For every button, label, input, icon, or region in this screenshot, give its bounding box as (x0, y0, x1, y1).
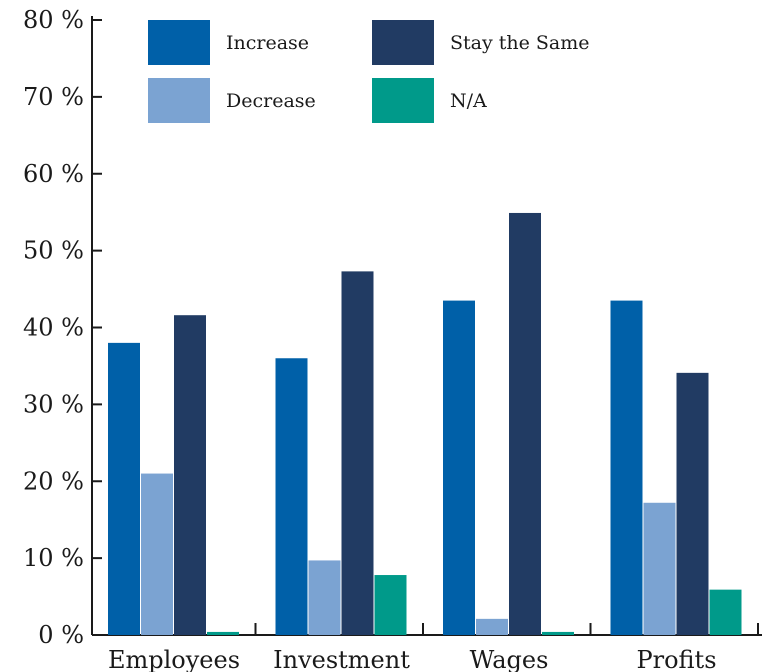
legend-swatch-decrease (148, 78, 210, 123)
y-tick-label: 60 % (23, 160, 84, 188)
bar-increase-employees (108, 342, 140, 635)
y-tick-label: 30 % (23, 390, 84, 418)
x-tick-label: Wages (470, 646, 549, 672)
bar-n-a-profits (709, 589, 742, 635)
bars (108, 212, 742, 636)
x-tick-label: Investment (273, 646, 410, 672)
y-axis: 0 % 10 % 20 % 30 % 40 % 50 % 60 % 70 % 80 % (23, 6, 102, 649)
legend-label-decrease: Decrease (226, 90, 316, 112)
y-tick-label: 20 % (23, 467, 84, 495)
x-tick-label: Profits (636, 646, 716, 672)
legend-swatch-n-a (372, 78, 434, 123)
bar-n-a-investment (374, 575, 407, 635)
bar-increase-profits (610, 300, 643, 635)
y-tick-label: 70 % (23, 83, 84, 111)
y-tick-label: 10 % (23, 544, 84, 572)
legend-label-stay-the-same: Stay the Same (450, 32, 590, 54)
bar-n-a-wages (542, 631, 574, 635)
bar-decrease-wages (476, 618, 508, 635)
x-tick-label: Employees (108, 646, 240, 672)
legend-label-increase: Increase (226, 32, 309, 54)
bar-decrease-investment (308, 560, 341, 635)
y-tick-label: 50 % (23, 237, 84, 265)
legend-swatch-stay-the-same (372, 20, 434, 65)
bar-n-a-employees (207, 631, 239, 635)
y-tick-label: 40 % (23, 314, 84, 342)
legend-swatch-increase (148, 20, 210, 65)
bar-stay-the-same-profits (676, 372, 709, 635)
bar-decrease-employees (141, 473, 173, 635)
bar-stay-the-same-employees (174, 315, 206, 635)
legend: Increase Stay the Same Decrease N/A (148, 20, 590, 123)
bar-increase-investment (275, 358, 308, 635)
bar-increase-wages (443, 300, 475, 635)
bar-decrease-profits (643, 502, 676, 635)
bar-stay-the-same-wages (509, 212, 541, 636)
y-tick-label: 0 % (38, 621, 84, 649)
legend-label-n-a: N/A (450, 90, 487, 112)
y-tick-label: 80 % (23, 6, 84, 34)
bar-stay-the-same-investment (341, 271, 374, 635)
